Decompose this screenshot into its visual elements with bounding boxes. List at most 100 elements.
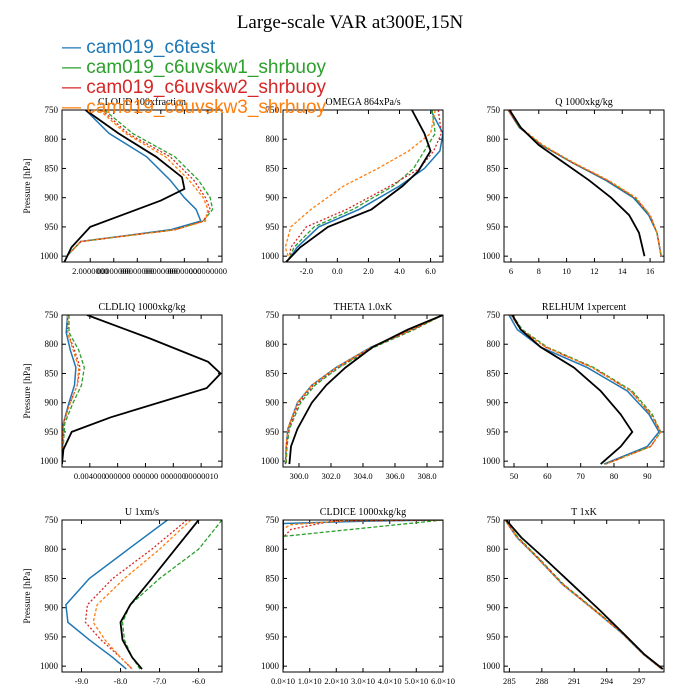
y-tick-label: 1000 bbox=[261, 661, 280, 671]
y-tick-label: 1000 bbox=[482, 251, 501, 261]
series-line-3 bbox=[92, 520, 192, 670]
x-tick-label: -8.0 bbox=[114, 676, 127, 686]
y-tick-label: 850 bbox=[266, 573, 280, 583]
series-line-2 bbox=[288, 110, 443, 260]
series-line-3 bbox=[284, 110, 436, 260]
y-tick-label: 800 bbox=[487, 339, 501, 349]
x-tick-label: 50 bbox=[510, 471, 519, 481]
panel-6: U 1xm/s 750 800 850 900 950 1000 -9.0 -8.0 -7.0 -6… bbox=[23, 507, 223, 686]
x-tick-label: 297 bbox=[633, 676, 646, 686]
series-line-2 bbox=[283, 520, 443, 670]
series-line-3 bbox=[62, 315, 80, 465]
x-tick-label: 16 bbox=[646, 266, 655, 276]
y-tick-label: 950 bbox=[487, 632, 501, 642]
x-tick-label: 2.0 bbox=[363, 266, 374, 276]
x-tick-label: 0.004000 bbox=[74, 471, 106, 481]
y-tick-label: 950 bbox=[45, 632, 59, 642]
panel-title: RELHUM 1xpercent bbox=[542, 302, 626, 313]
series-line-1 bbox=[283, 520, 443, 670]
legend-item-skw3: — cam019_c6uvskw3_shrbuoy bbox=[62, 98, 326, 118]
figure-title: Large-scale VAR at300E,15N bbox=[236, 12, 464, 33]
y-axis-label: Pressure [hPa] bbox=[23, 158, 33, 213]
x-tick-label: -9.0 bbox=[75, 676, 88, 686]
y-tick-label: 900 bbox=[487, 398, 501, 408]
series-line-2 bbox=[284, 315, 443, 465]
x-tick-label: 000000 bbox=[133, 471, 159, 481]
y-tick-label: 1000 bbox=[261, 456, 280, 466]
series-line-1 bbox=[62, 315, 85, 465]
x-tick-label: 000000 bbox=[105, 471, 131, 481]
x-tick-label: 1.0×10 bbox=[298, 676, 322, 686]
y-tick-label: 750 bbox=[487, 310, 501, 320]
y-axis-label: Pressure [hPa] bbox=[23, 363, 33, 418]
x-tick-label: 294 bbox=[600, 676, 614, 686]
panel-lines bbox=[283, 520, 443, 670]
series-line-1 bbox=[288, 110, 436, 260]
y-tick-label: 900 bbox=[45, 193, 59, 203]
series-line-2 bbox=[84, 520, 188, 670]
legend-item-skw1: — cam019_c6uvskw1_shrbuoy bbox=[62, 58, 326, 78]
y-tick-label: 800 bbox=[487, 134, 501, 144]
y-tick-label: 1000 bbox=[40, 251, 59, 261]
x-tick-label: 60 bbox=[543, 471, 552, 481]
series-line-3 bbox=[66, 110, 209, 257]
reference-line bbox=[119, 520, 200, 670]
y-tick-label: 1000 bbox=[482, 456, 501, 466]
x-tick-label: 00000000 bbox=[97, 266, 131, 276]
legend: — cam019_c6test — cam019_c6uvskw1_shrbuo… bbox=[62, 38, 326, 118]
x-tick-label: -6.0 bbox=[192, 676, 205, 686]
panel-title: CLOUD 100xfraction bbox=[98, 97, 186, 108]
panel-2: Q 1000xkg/kg 750 800 850 900 950 1000 6 8 10 12 14 1… bbox=[482, 97, 665, 276]
panel-frame bbox=[61, 519, 223, 673]
y-tick-label: 850 bbox=[487, 368, 501, 378]
reference-line bbox=[288, 315, 443, 465]
series-line-0 bbox=[65, 520, 168, 670]
y-tick-label: 900 bbox=[266, 398, 280, 408]
series-line-3 bbox=[504, 520, 663, 670]
y-tick-label: 800 bbox=[266, 339, 280, 349]
series-line-3 bbox=[510, 315, 662, 465]
x-tick-label: 4.0×10 bbox=[378, 676, 402, 686]
x-tick-label: -2.0 bbox=[300, 266, 313, 276]
x-tick-label: 00000010 bbox=[184, 471, 218, 481]
panel-frame bbox=[61, 314, 223, 468]
x-tick-label: 8 bbox=[537, 266, 541, 276]
y-tick-label: 850 bbox=[266, 163, 280, 173]
panel-3: CLDLIQ 1000xkg/kg 750 800 850 900 950 1000 0.00… bbox=[23, 302, 223, 481]
y-tick-label: 850 bbox=[45, 163, 59, 173]
panel-title: U 1xm/s bbox=[125, 507, 159, 518]
panel-frame bbox=[282, 109, 444, 263]
panel-lines bbox=[62, 315, 222, 465]
x-tick-label: 2.0×10 bbox=[324, 676, 348, 686]
x-tick-label: 00000000 bbox=[167, 266, 201, 276]
y-tick-label: 750 bbox=[45, 105, 59, 115]
y-tick-label: 900 bbox=[487, 603, 501, 613]
panel-frame bbox=[61, 109, 223, 263]
x-tick-label: 000000000 bbox=[189, 266, 227, 276]
y-tick-label: 850 bbox=[487, 163, 501, 173]
panel-title: CLDLIQ 1000xkg/kg bbox=[99, 302, 186, 313]
y-tick-label: 800 bbox=[45, 134, 59, 144]
y-tick-label: 1000 bbox=[40, 456, 59, 466]
series-line-0 bbox=[288, 110, 443, 260]
y-tick-label: 750 bbox=[487, 515, 501, 525]
panel-4: THETA 1.0xK 750 800 850 900 950 1000 300.0 302.0… bbox=[261, 302, 444, 481]
y-axis-label: Pressure [hPa] bbox=[23, 568, 33, 623]
legend-swatch: — bbox=[62, 77, 87, 98]
x-tick-label: 10 bbox=[562, 266, 571, 276]
legend-swatch: — bbox=[62, 57, 87, 78]
y-tick-label: 950 bbox=[45, 222, 59, 232]
panel-lines bbox=[284, 315, 443, 465]
legend-item-skw2: — cam019_c6uvskw2_shrbuoy bbox=[62, 78, 326, 98]
x-tick-label: 302.0 bbox=[321, 471, 340, 481]
y-tick-label: 1000 bbox=[40, 661, 59, 671]
x-tick-label: 306.0 bbox=[385, 471, 404, 481]
reference-line bbox=[505, 520, 664, 670]
x-tick-label: 12 bbox=[590, 266, 599, 276]
x-tick-label: 0.0 bbox=[332, 266, 343, 276]
y-tick-label: 950 bbox=[487, 222, 501, 232]
reference-line bbox=[63, 110, 186, 262]
y-tick-label: 750 bbox=[487, 105, 501, 115]
reference-line bbox=[508, 110, 646, 257]
x-tick-label: 6 bbox=[509, 266, 513, 276]
